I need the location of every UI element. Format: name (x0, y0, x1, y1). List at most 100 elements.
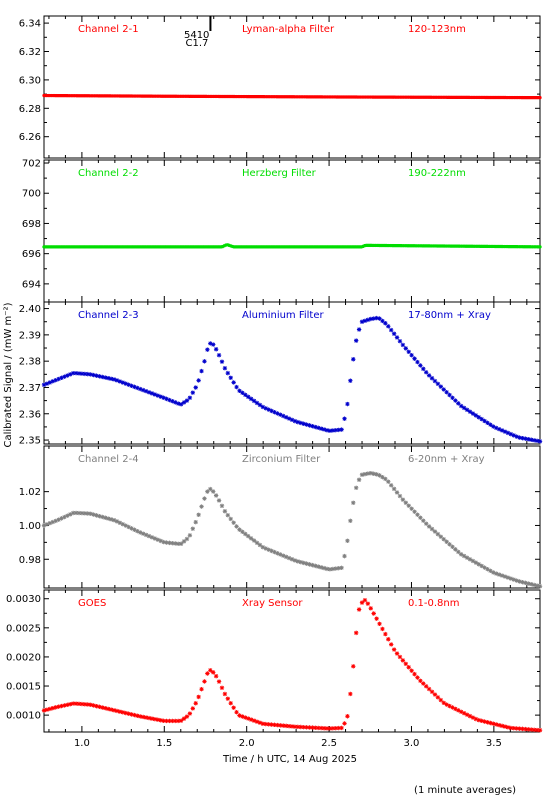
data-point (100, 245, 104, 249)
data-point (244, 94, 248, 99)
data-point (338, 245, 342, 249)
data-point (277, 245, 281, 249)
y-tick-label: 2.39 (19, 330, 41, 341)
data-point (495, 244, 499, 249)
data-point (212, 245, 216, 249)
data-point (473, 560, 479, 565)
data-point (191, 94, 195, 99)
x-tick-label: 3.5 (486, 738, 502, 749)
data-point (487, 244, 491, 249)
data-point (316, 725, 321, 731)
data-point (376, 243, 380, 248)
data-point (467, 713, 473, 719)
data-point (43, 93, 48, 98)
data-point (91, 94, 96, 98)
data-point (154, 94, 159, 98)
data-point (267, 95, 271, 99)
data-point (331, 245, 335, 249)
data-point (345, 714, 350, 719)
data-point (211, 489, 216, 494)
data-point (397, 654, 403, 660)
data-point (273, 95, 278, 99)
data-point (235, 94, 240, 99)
data-point (351, 245, 355, 249)
data-point (186, 245, 190, 249)
data-point (502, 574, 508, 579)
data-point (359, 319, 365, 324)
data-point (346, 245, 350, 249)
data-point (210, 245, 215, 249)
data-point (120, 710, 125, 715)
data-point (366, 243, 370, 248)
data-point (204, 94, 208, 99)
data-point (349, 95, 354, 99)
y-tick-label: 2.37 (19, 383, 41, 394)
data-point (243, 531, 248, 537)
data-point (435, 531, 441, 537)
data-point (58, 93, 63, 98)
data-point (313, 725, 318, 730)
data-point (467, 244, 471, 248)
data-point (269, 408, 274, 414)
data-point (457, 244, 461, 248)
data-point (511, 244, 516, 249)
data-point (417, 244, 421, 248)
data-point (246, 716, 251, 721)
data-point (447, 95, 451, 100)
data-point (240, 529, 245, 535)
data-point (135, 385, 140, 391)
data-point (202, 245, 207, 249)
data-point (138, 245, 142, 249)
data-point (289, 417, 295, 423)
data-point (141, 387, 146, 393)
data-point (170, 540, 175, 546)
data-point (62, 93, 66, 98)
data-point (407, 95, 412, 99)
panel-channel-label: GOES (78, 598, 106, 609)
data-point (438, 534, 443, 539)
data-point (103, 375, 108, 380)
data-point (60, 93, 64, 98)
data-point (268, 95, 273, 99)
data-point (154, 245, 159, 249)
data-point (47, 380, 53, 385)
data-point (366, 95, 370, 99)
data-point (65, 513, 70, 518)
data-point (391, 486, 397, 492)
data-point (193, 701, 198, 706)
data-point (356, 245, 360, 249)
data-point (47, 521, 53, 526)
data-point (353, 95, 357, 99)
data-point (420, 244, 425, 248)
data-point (476, 415, 481, 420)
data-point (171, 94, 175, 98)
data-point (286, 723, 292, 729)
data-point (86, 94, 91, 98)
data-point (351, 664, 356, 669)
data-point (106, 245, 111, 249)
data-point (402, 95, 407, 99)
data-point (230, 94, 235, 99)
data-point (480, 95, 484, 100)
data-point (438, 384, 443, 389)
y-tick-label: 6.32 (19, 47, 41, 58)
data-point (273, 245, 278, 249)
data-point (394, 651, 400, 656)
data-point (272, 245, 276, 249)
data-point (222, 691, 228, 697)
data-point (473, 716, 479, 722)
panel-2: 694 696 698 700 702 Channel 2-2 Herzberg Filte… (22, 159, 542, 303)
data-point (313, 95, 317, 99)
data-point (526, 95, 531, 100)
data-point (376, 95, 380, 99)
data-point (161, 245, 165, 249)
data-point (401, 244, 405, 248)
data-point (518, 245, 522, 249)
data-point (253, 245, 258, 249)
panel-band-label: 0.1-0.8nm (408, 598, 460, 609)
data-point (249, 94, 253, 99)
data-point (108, 94, 112, 98)
data-point (435, 244, 440, 248)
data-point (464, 555, 470, 560)
data-point (73, 701, 79, 706)
